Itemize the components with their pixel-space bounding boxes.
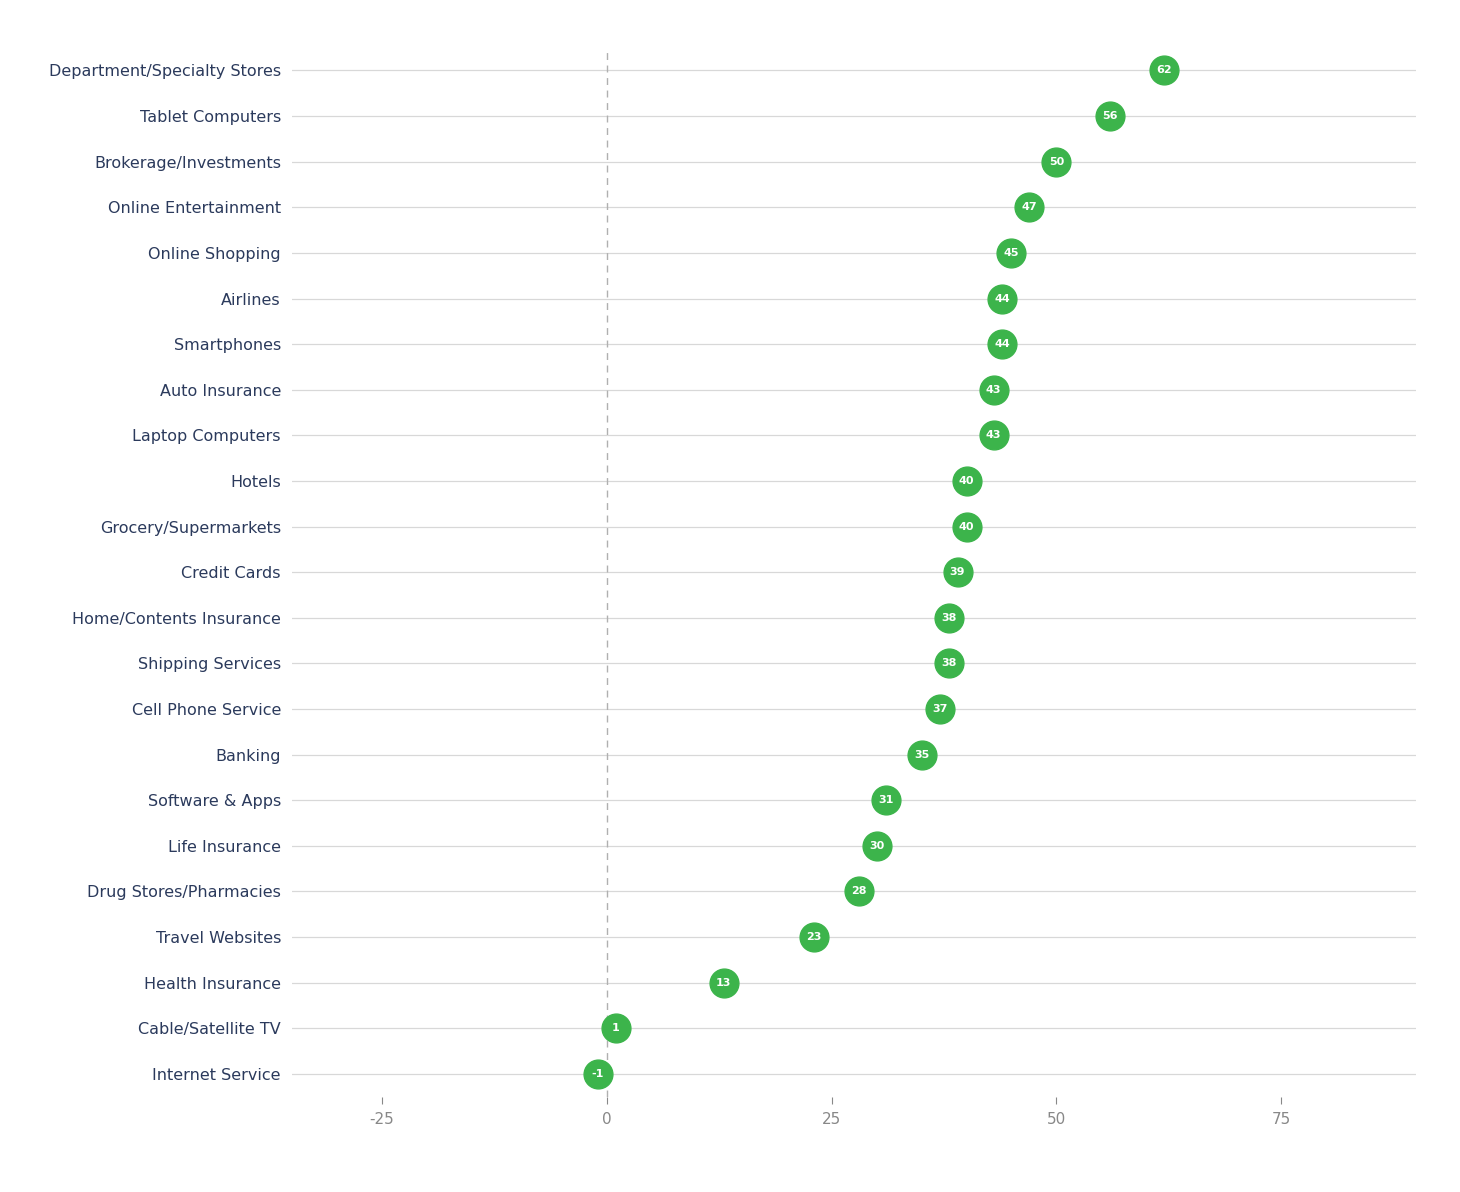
Text: 38: 38 — [940, 658, 956, 669]
Point — [712, 973, 736, 992]
Text: 23: 23 — [806, 932, 822, 942]
Text: 39: 39 — [950, 567, 965, 577]
Text: 31: 31 — [877, 795, 894, 805]
Text: 40: 40 — [959, 522, 974, 532]
Point — [1000, 243, 1023, 262]
Text: 43: 43 — [986, 385, 1002, 395]
Point — [991, 335, 1015, 354]
Text: 30: 30 — [869, 840, 885, 851]
Text: 62: 62 — [1156, 66, 1172, 75]
Text: -1: -1 — [591, 1069, 604, 1079]
Text: 56: 56 — [1102, 111, 1118, 122]
Point — [929, 700, 952, 719]
Point — [1153, 61, 1177, 80]
Point — [937, 654, 961, 673]
Point — [1018, 198, 1041, 217]
Point — [864, 837, 888, 856]
Text: 40: 40 — [959, 476, 974, 486]
Text: 43: 43 — [986, 430, 1002, 440]
Point — [955, 517, 978, 536]
Point — [604, 1019, 628, 1038]
Point — [946, 563, 969, 582]
Point — [1045, 153, 1069, 172]
Point — [955, 471, 978, 490]
Point — [910, 745, 933, 764]
Text: 44: 44 — [994, 340, 1010, 349]
Text: 50: 50 — [1048, 156, 1064, 167]
Point — [802, 927, 825, 946]
Point — [981, 426, 1004, 445]
Point — [937, 608, 961, 627]
Text: 38: 38 — [940, 613, 956, 622]
Text: 28: 28 — [851, 887, 866, 896]
Point — [875, 790, 898, 809]
Point — [991, 288, 1015, 308]
Text: 1: 1 — [612, 1023, 619, 1033]
Text: 44: 44 — [994, 293, 1010, 304]
Point — [981, 380, 1004, 399]
Text: 13: 13 — [715, 977, 731, 988]
Text: 45: 45 — [1003, 248, 1019, 257]
Point — [1099, 106, 1123, 125]
Text: 47: 47 — [1022, 203, 1037, 212]
Point — [585, 1064, 609, 1084]
Text: 37: 37 — [931, 704, 948, 714]
Point — [847, 882, 870, 901]
Text: 35: 35 — [914, 750, 929, 759]
